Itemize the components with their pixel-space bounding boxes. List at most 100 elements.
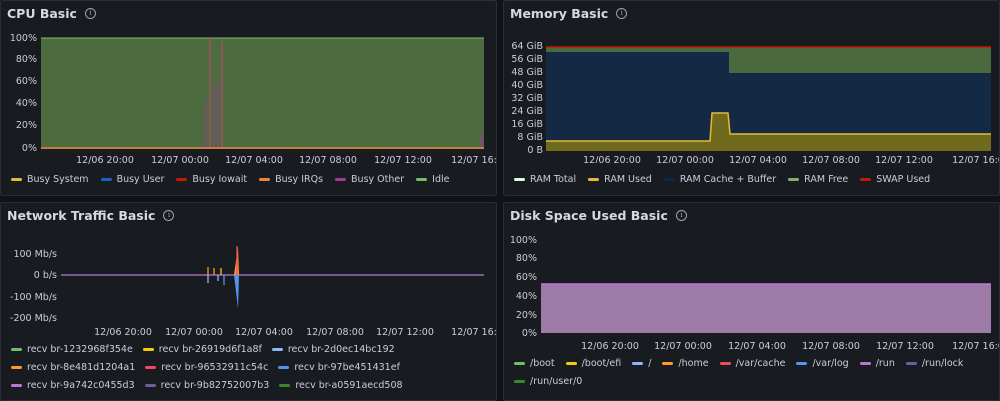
busy-spikes [205,38,482,149]
ram-used-line [546,112,991,142]
y-tick-label: 20% [516,310,537,321]
x-tick-label: 12/07 12:00 [376,327,434,337]
legend-item[interactable]: RAM Cache + Buffer [663,174,776,185]
x-tick-label: 12/07 16:0 [952,341,999,351]
legend-item[interactable]: recv br-1232968f354e [11,344,133,355]
legend-item[interactable]: SWAP Used [860,174,930,185]
x-tick-label: 12/07 08:00 [802,155,860,163]
cpu-basic-panel: CPU Basic i 100% 80% 60% 40% 20% 0% 12/0… [0,0,497,196]
y-tick-label: 0 B [527,145,543,156]
legend-item[interactable]: /run/lock [905,358,963,369]
legend-item[interactable]: /boot/efi [565,358,621,369]
legend-item[interactable]: RAM Free [788,174,848,185]
x-tick-label: 12/07 00:00 [151,155,209,165]
legend-item[interactable]: Busy Iowait [176,174,247,185]
x-tick-label: 12/07 08:00 [802,341,860,351]
y-tick-label: 48 GiB [511,67,543,78]
y-tick-label: 60% [16,76,37,87]
disk-x-axis: 12/06 20:00 12/07 00:00 12/07 04:00 12/0… [581,341,999,351]
cpu-panel-header: CPU Basic i [7,6,96,21]
legend-item[interactable]: /run/user/0 [514,376,582,387]
y-tick-label: 8 GiB [517,132,543,143]
ram-cache-area [546,52,991,141]
legend-item[interactable]: Idle [416,174,449,185]
disk-chart[interactable]: 100% 80% 60% 40% 20% 0% 12/06 20:00 12/0… [504,233,999,351]
x-tick-label: 12/06 20:00 [76,155,134,165]
disk-panel-header: Disk Space Used Basic i [510,208,687,223]
y-tick-label: 100% [510,235,537,246]
x-tick-label: 12/07 08:00 [299,155,357,165]
disk-root-area [541,284,991,333]
idle-area [41,38,484,149]
x-tick-label: 12/07 12:00 [876,341,934,351]
legend-item[interactable]: Busy Other [335,174,404,185]
x-tick-label: 12/07 00:00 [165,327,223,337]
legend-item[interactable]: recv br-26919d6f1a8f [142,344,262,355]
legend-item[interactable]: recv br-9a742c0455d3 [11,380,135,391]
memory-legend: RAM Total RAM Used RAM Cache + Buffer RA… [514,174,930,185]
legend-item[interactable]: recv br-97be451431ef [278,362,400,373]
memory-chart[interactable]: 64 GiB 56 GiB 48 GiB 40 GiB 32 GiB 24 Gi… [504,33,999,163]
info-icon[interactable]: i [163,210,175,221]
x-tick-label: 12/07 00:00 [656,155,714,163]
y-tick-label: 16 GiB [511,119,543,130]
y-tick-label: 0% [22,143,37,154]
x-tick-label: 12/07 00:00 [654,341,712,351]
y-tick-label: 20% [16,120,37,131]
network-chart[interactable]: 100 Mb/s 0 b/s -100 Mb/s -200 Mb/s 12/06… [1,241,496,337]
legend-item[interactable]: /home [662,358,709,369]
cpu-x-axis: 12/06 20:00 12/07 00:00 12/07 04:00 12/0… [76,155,496,165]
legend-item[interactable]: recv br-2d0ec14bc192 [271,344,395,355]
legend-item[interactable]: Busy User [100,174,164,185]
disk-panel-title: Disk Space Used Basic [510,208,668,223]
info-icon[interactable]: i [675,210,687,221]
x-tick-label: 12/07 16:0 [451,155,496,165]
info-icon[interactable]: i [616,8,628,19]
legend-item[interactable]: Busy System [11,174,89,185]
x-tick-label: 12/06 20:00 [94,327,152,337]
y-tick-label: 64 GiB [511,41,543,52]
memory-basic-panel: Memory Basic i 64 GiB 56 GiB 48 GiB 40 G… [503,0,1000,196]
x-tick-label: 12/07 16:0 [952,155,999,163]
x-tick-label: 12/07 04:00 [728,341,786,351]
network-traffic-panel: Network Traffic Basic i 100 Mb/s 0 b/s -… [0,202,497,401]
memory-x-axis: 12/06 20:00 12/07 00:00 12/07 04:00 12/0… [583,155,999,163]
network-panel-title: Network Traffic Basic [7,208,156,223]
legend-item[interactable]: RAM Used [588,174,652,185]
legend-item[interactable]: Busy IRQs [259,174,323,185]
memory-y-axis: 64 GiB 56 GiB 48 GiB 40 GiB 32 GiB 24 Gi… [511,41,543,156]
legend-item[interactable]: /var/log [796,358,849,369]
legend-item[interactable]: recv br-8e481d1204a1 [11,362,135,373]
network-x-axis: 12/06 20:00 12/07 00:00 12/07 04:00 12/0… [94,327,496,337]
y-tick-label: 24 GiB [511,106,543,117]
legend-item[interactable]: /run [859,358,895,369]
legend-item[interactable]: /var/cache [719,358,785,369]
legend-item[interactable]: recv br-96532911c54c [145,362,268,373]
ram-free-area-left [546,47,729,52]
cpu-chart[interactable]: 100% 80% 60% 40% 20% 0% 12/06 20:00 12/0… [1,29,496,165]
legend-item[interactable]: RAM Total [514,174,576,185]
network-panel-header: Network Traffic Basic i [7,208,175,223]
ram-free-area-right [729,47,991,73]
y-tick-label: 32 GiB [511,93,543,104]
x-tick-label: 12/06 20:00 [583,155,641,163]
x-tick-label: 12/07 04:00 [729,155,787,163]
legend-item[interactable]: recv br-a0591aecd508 [279,380,403,391]
legend-item[interactable]: recv br-9b82752007b3 [144,380,269,391]
cpu-legend: Busy System Busy User Busy Iowait Busy I… [11,174,449,185]
x-tick-label: 12/06 20:00 [581,341,639,351]
x-tick-label: 12/07 16: [451,327,496,337]
y-tick-label: 0 b/s [34,270,57,281]
memory-panel-title: Memory Basic [510,6,609,21]
y-tick-label: 100 Mb/s [13,249,57,260]
info-icon[interactable]: i [84,8,96,19]
legend-item[interactable]: /boot [514,358,555,369]
x-tick-label: 12/07 08:00 [306,327,364,337]
legend-item[interactable]: / [632,358,651,369]
traffic-spikes [207,246,239,309]
network-legend: recv br-1232968f354e recv br-26919d6f1a8… [11,344,481,391]
y-tick-label: 100% [10,33,37,44]
y-tick-label: -200 Mb/s [10,313,57,324]
y-tick-label: 80% [16,54,37,65]
x-tick-label: 12/07 12:00 [875,155,933,163]
